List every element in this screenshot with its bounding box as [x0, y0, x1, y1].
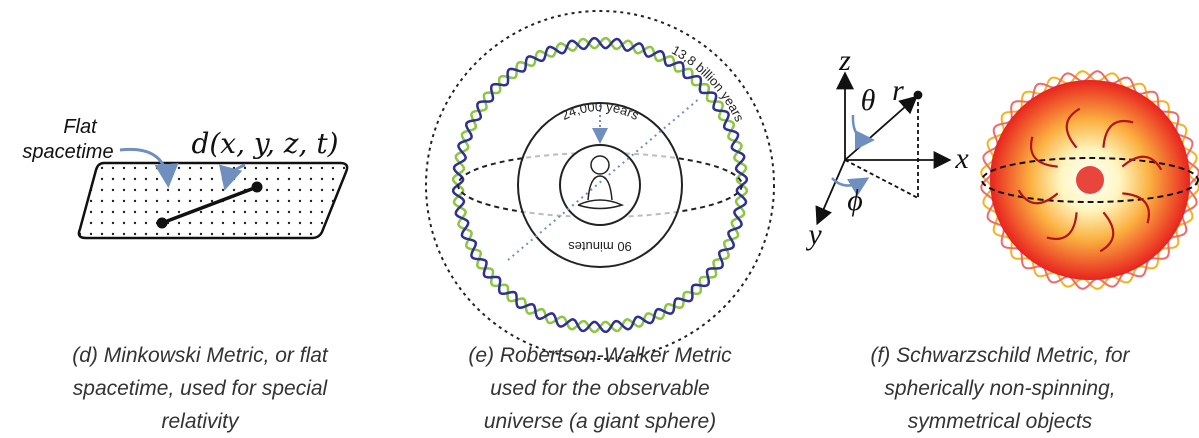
label: ϕ [847, 184, 863, 217]
flow-arrow [1099, 211, 1115, 253]
observer [577, 155, 625, 210]
equator [981, 157, 1199, 203]
event [251, 181, 263, 193]
interval [161, 185, 258, 225]
flow-arrow [1030, 136, 1058, 168]
arrow [119, 147, 179, 188]
label: 13,8 billion years [669, 42, 747, 124]
caption: symmetrical objects [908, 410, 1093, 433]
captions: (d) Minkowski Metric, or flat spacetime,… [72, 344, 1130, 433]
angle-arrow [831, 177, 870, 197]
point [913, 90, 923, 100]
axis [815, 159, 846, 226]
panel-f [815, 71, 952, 226]
angle-arrow [851, 114, 875, 150]
circle [559, 144, 641, 226]
flow-arrow [1122, 192, 1150, 224]
flow-arrow [1121, 155, 1163, 171]
flow-arrow [1102, 120, 1134, 148]
caption: spherically non-spinning, [884, 377, 1115, 400]
arrow [219, 163, 246, 191]
label: z [838, 44, 851, 77]
label: θ [861, 84, 876, 117]
core [1076, 166, 1104, 194]
label: 13,8 billion years [669, 42, 747, 124]
flow-arrow [1065, 107, 1081, 149]
flows [1017, 107, 1163, 253]
label: y [805, 218, 822, 251]
label: 90 minutes [568, 239, 632, 254]
label: x [954, 142, 969, 175]
event [156, 217, 168, 229]
label: spacetime [22, 141, 113, 163]
metric-function: d(x, y, z, t) [191, 127, 338, 160]
panel-e: 13,8 billion years 24,000 years 90 minut… [425, 10, 775, 360]
label: Flat [63, 116, 98, 138]
caption: (f) Schwarzschild Metric, for [870, 344, 1130, 367]
caption: spacetime, used for special [73, 377, 329, 400]
horizon [425, 10, 775, 360]
label: r [892, 74, 904, 107]
caption: (d) Minkowski Metric, or flat [72, 344, 329, 367]
caption: relativity [161, 410, 240, 433]
panel-d: Flat spacetime d(x, y, z, t) [22, 116, 349, 240]
flow-arrow [1046, 212, 1078, 240]
caption: universe (a giant sphere) [484, 410, 716, 433]
flow-arrow [1017, 189, 1059, 205]
flat-plane [77, 161, 349, 240]
panel-f-labels: z θ r x ϕ y [805, 44, 1199, 290]
caption: (e) Robertson-Walker Metric [468, 344, 732, 367]
caption: used for the observable [490, 377, 709, 400]
